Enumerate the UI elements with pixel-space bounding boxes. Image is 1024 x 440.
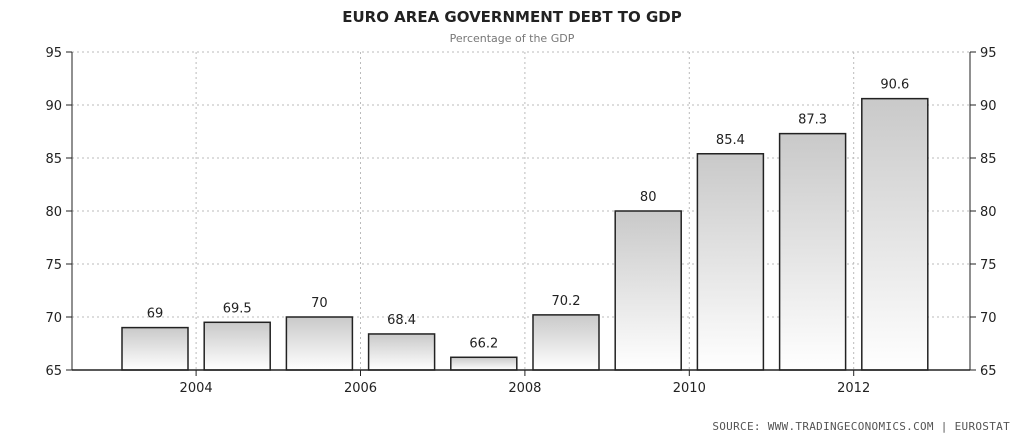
bar: [121, 326, 189, 371]
x-tick-label: 2012: [837, 381, 870, 396]
y-tick-label-left: 95: [45, 46, 62, 61]
data-label: 90.6: [880, 78, 909, 93]
data-label: 70.2: [552, 294, 581, 309]
y-tick-label-left: 75: [45, 258, 62, 273]
data-label: 66.2: [469, 336, 498, 351]
y-tick-label-right: 95: [980, 46, 997, 61]
x-tick-label: 2006: [344, 381, 377, 396]
chart-title: EURO AREA GOVERNMENT DEBT TO GDP: [342, 8, 682, 26]
y-tick-label-right: 80: [980, 205, 997, 220]
bar: [285, 316, 354, 371]
bar: [696, 153, 765, 371]
bar: [367, 333, 436, 371]
data-label: 85.4: [716, 133, 745, 148]
y-tick-label-left: 85: [45, 152, 62, 167]
y-tick-label-left: 80: [45, 205, 62, 220]
y-tick-label-left: 70: [45, 311, 62, 326]
y-tick-label-left: 65: [45, 364, 62, 379]
data-label: 87.3: [798, 113, 827, 128]
bar: [450, 356, 518, 371]
y-tick-label-left: 90: [45, 99, 62, 114]
x-tick-label: 2008: [508, 381, 541, 396]
chart-subtitle: Percentage of the GDP: [449, 32, 575, 45]
x-tick-label: 2010: [673, 381, 706, 396]
data-label: 70: [311, 296, 328, 311]
bar: [861, 97, 929, 371]
bar: [614, 210, 682, 371]
x-tick-label: 2004: [180, 381, 213, 396]
source-note: SOURCE: WWW.TRADINGECONOMICS.COM | EUROS…: [712, 420, 1010, 433]
data-label: 69.5: [223, 301, 252, 316]
y-tick-label-right: 90: [980, 99, 997, 114]
y-tick-label-right: 85: [980, 152, 997, 167]
data-label: 68.4: [387, 313, 416, 328]
data-label: 80: [640, 190, 657, 205]
bar: [778, 132, 847, 371]
bar: [203, 321, 271, 371]
y-tick-label-right: 65: [980, 364, 997, 379]
y-tick-label-right: 75: [980, 258, 997, 273]
y-tick-label-right: 70: [980, 311, 997, 326]
bar: [532, 314, 600, 371]
data-label: 69: [147, 307, 164, 322]
